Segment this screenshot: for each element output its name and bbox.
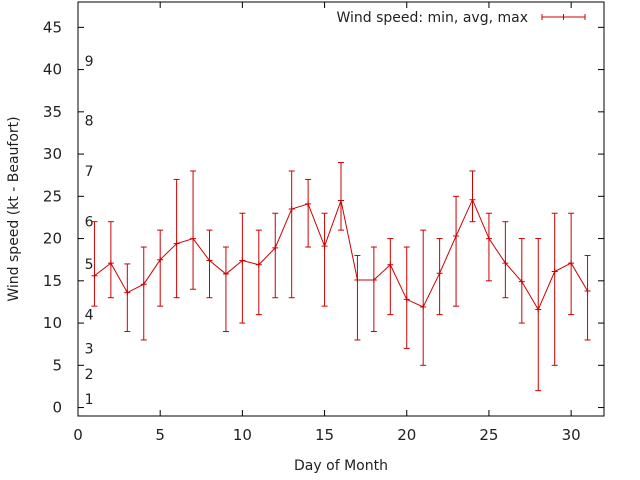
x-tick-label: 0 [73, 426, 83, 444]
avg-point [551, 268, 558, 275]
avg-point [420, 304, 427, 311]
beaufort-label: 4 [85, 308, 94, 324]
x-tick-label: 25 [479, 426, 498, 444]
avg-point [403, 296, 410, 303]
avg-point [173, 240, 180, 247]
beaufort-label: 3 [85, 341, 94, 357]
avg-point [190, 235, 197, 242]
beaufort-label: 6 [85, 215, 94, 231]
avg-point [584, 287, 591, 294]
x-tick-label: 30 [562, 426, 581, 444]
beaufort-label: 8 [85, 113, 94, 129]
x-tick-label: 10 [233, 426, 252, 444]
x-tick-label: 20 [397, 426, 416, 444]
avg-point [535, 306, 542, 313]
y-tick-label: 5 [52, 356, 62, 374]
avg-point [387, 261, 394, 268]
beaufort-label: 1 [85, 392, 94, 408]
beaufort-label: 9 [85, 54, 94, 70]
avg-point [469, 196, 476, 203]
y-tick-label: 10 [43, 314, 62, 332]
beaufort-annotations: 1 2 3 4 5 6 7 8 9 [85, 54, 94, 408]
x-axis-label: Day of Month [294, 458, 388, 474]
y-axis-label: Wind speed (kt - Beaufort) [6, 116, 22, 301]
avg-point [107, 260, 114, 267]
avg-point [568, 260, 575, 267]
y-tick-label: 0 [52, 399, 62, 417]
beaufort-label: 7 [85, 164, 94, 180]
beaufort-label: 2 [85, 367, 94, 383]
x-tick-label: 5 [155, 426, 165, 444]
avg-point [370, 276, 377, 283]
avg-point [305, 200, 312, 207]
legend: Wind speed: min, avg, max [336, 10, 586, 26]
avg-point [124, 289, 131, 296]
avg-point [157, 256, 164, 263]
avg-point [338, 197, 344, 204]
avg-point [485, 235, 492, 242]
x-tick-label: 15 [315, 426, 334, 444]
avg-point [321, 243, 328, 250]
avg-point [288, 206, 295, 212]
y-tick-label: 25 [43, 187, 62, 205]
avg-point [255, 261, 262, 268]
avg-point [206, 257, 213, 264]
avg-point [453, 233, 460, 240]
series-layer [91, 162, 591, 392]
legend-sample [541, 14, 586, 20]
beaufort-label: 5 [85, 257, 94, 273]
plot-frame [77, 1, 605, 417]
y-tick-label: 15 [43, 272, 62, 290]
avg-point [91, 272, 98, 279]
y-tick-label: 40 [43, 61, 62, 79]
y-tick-label: 45 [43, 18, 62, 36]
avg-point [222, 271, 229, 278]
avg-point [140, 281, 147, 288]
y-tick-label: 35 [43, 103, 62, 121]
avg-point [272, 244, 279, 251]
y-tick-label: 20 [43, 230, 62, 248]
avg-point [354, 276, 361, 283]
avg-point [436, 270, 443, 277]
y-tick-label: 30 [43, 145, 62, 163]
avg-point [518, 278, 525, 285]
avg-point [239, 257, 246, 264]
legend-label: Wind speed: min, avg, max [336, 10, 528, 26]
avg-point [502, 260, 509, 267]
